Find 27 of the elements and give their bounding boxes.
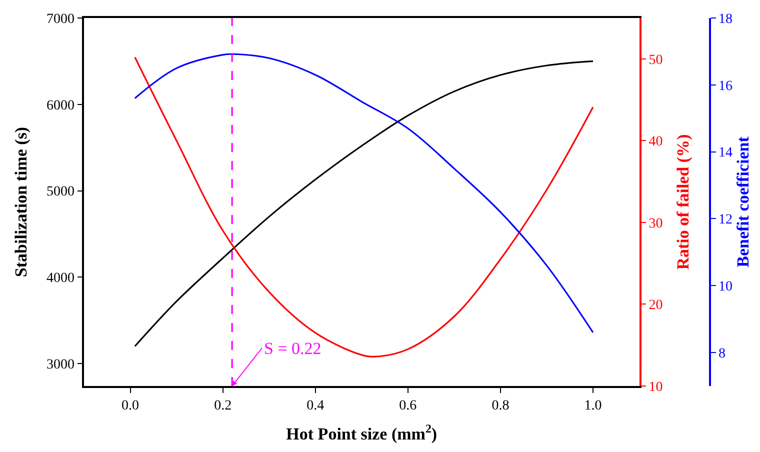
y2-tick-label: 10 <box>648 380 663 395</box>
x-tick-label: 0.2 <box>214 398 232 414</box>
x-tick-label: 0.8 <box>492 398 510 414</box>
y3-tick-label: 8 <box>718 346 726 362</box>
y-tick-label: 5000 <box>46 184 74 200</box>
y3-tick-label: 14 <box>718 146 733 161</box>
y2-tick-label: 20 <box>648 298 663 314</box>
y2-tick-label: 50 <box>648 52 663 68</box>
y3-tick-label: 10 <box>718 280 733 295</box>
x-tick-label: 0.6 <box>399 398 417 414</box>
y3-tick-label: 12 <box>718 212 733 228</box>
y-axis-title: Stabilization time (s) <box>12 126 30 278</box>
y2-axis-title: Ratio of failed (%) <box>674 134 693 270</box>
x-tick-label: 0.4 <box>306 398 324 414</box>
y3-tick-label: 16 <box>718 78 733 94</box>
x-axis-title: Hot Point size (mm$^{2}$) <box>286 421 438 444</box>
annotation: S = 0.22 <box>264 339 322 358</box>
y3-tick-label: 18 <box>718 12 733 27</box>
y3-axis-title: Benefit coefficient <box>733 136 752 268</box>
y-tick-label: 4000 <box>46 271 74 286</box>
y-tick-label: 7000 <box>46 12 74 27</box>
y-tick-label: 3000 <box>46 357 74 372</box>
y2-tick-label: 30 <box>648 216 663 232</box>
y-tick-label: 6000 <box>46 98 74 114</box>
x-tick-label: 1.0 <box>584 398 602 414</box>
x-tick-label: 0.0 <box>122 398 140 414</box>
y2-tick-label: 40 <box>648 134 663 150</box>
